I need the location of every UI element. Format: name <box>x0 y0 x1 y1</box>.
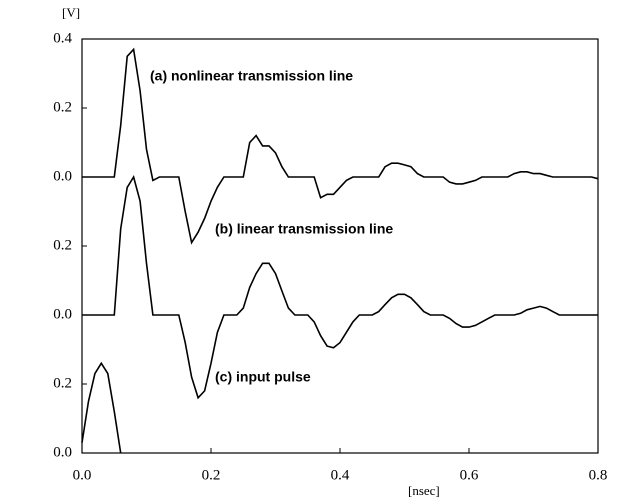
plot-frame <box>81 38 599 454</box>
y-tick-label: 0.2 <box>53 237 72 253</box>
waveform <box>82 47 599 245</box>
y-tick-label: 0.0 <box>53 444 72 460</box>
y-tick-label: 0.0 <box>53 306 72 322</box>
y-tick-label: 0.0 <box>53 168 72 184</box>
annotation: (c) input pulse <box>215 369 311 385</box>
waveform <box>81 361 122 454</box>
y-tick-label: 0.2 <box>53 375 72 391</box>
x-tick-label: 0.8 <box>589 467 608 483</box>
annotation: (a) nonlinear transmission line <box>150 68 353 84</box>
waveform <box>82 175 598 400</box>
y-unit: [V] <box>62 5 80 20</box>
x-tick-label: 0.2 <box>202 467 221 483</box>
x-tick-label: 0.4 <box>331 467 350 483</box>
y-tick-label: 0.2 <box>53 99 72 115</box>
x-tick-label: 0.6 <box>460 467 479 483</box>
annotation: (b) linear transmission line <box>215 221 393 237</box>
y-tick-label: 0.4 <box>53 30 72 46</box>
x-unit: [nsec] <box>408 483 440 498</box>
x-tick-label: 0.0 <box>73 467 92 483</box>
